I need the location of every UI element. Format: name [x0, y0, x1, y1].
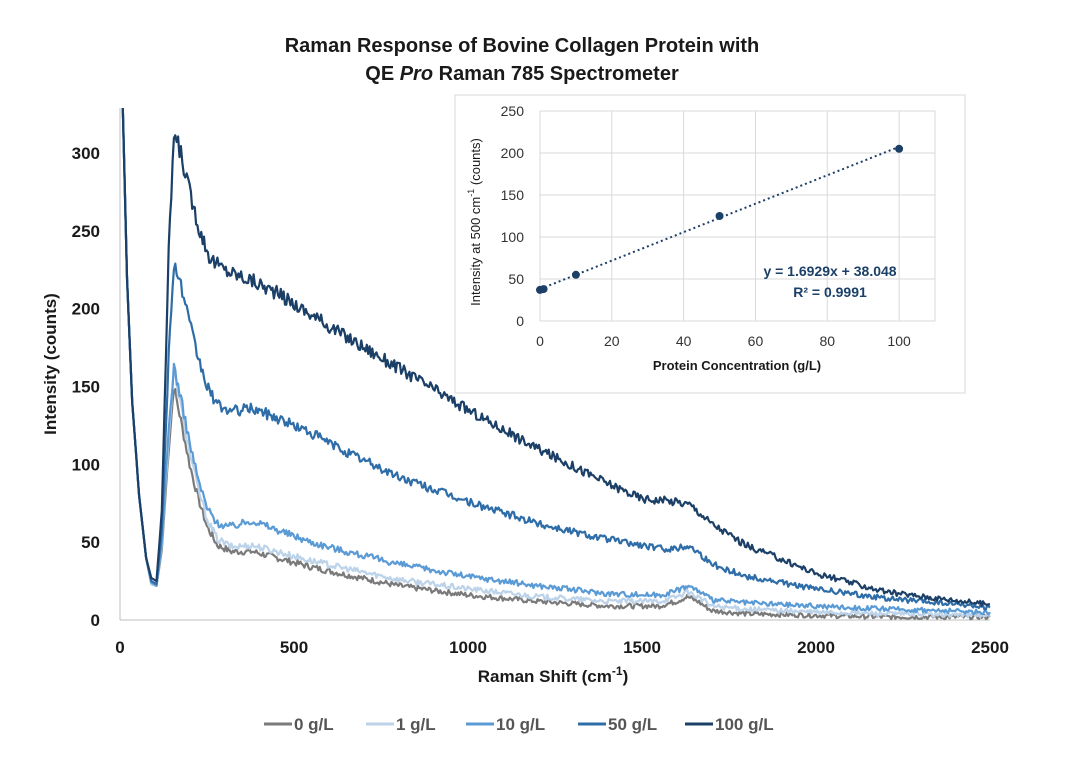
legend-label: 0 g/L: [294, 715, 334, 734]
y-tick-label: 0: [91, 611, 100, 630]
inset-data-point: [895, 144, 904, 153]
title-prefix: QE: [365, 63, 399, 85]
x-tick-label: 1500: [623, 638, 661, 657]
y-tick-label: 200: [72, 300, 100, 319]
inset-y-tick-label: 150: [501, 187, 525, 203]
inset-y-tick-label: 0: [516, 313, 524, 329]
legend-label: 10 g/L: [496, 715, 545, 734]
inset-data-point: [539, 285, 548, 294]
inset-x-tick-labels: 0 20 40 60 80 100: [536, 333, 911, 349]
y-tick-label: 150: [72, 378, 100, 397]
inset-y-tick-label: 250: [501, 103, 525, 119]
inset-y-tick-label: 200: [501, 145, 525, 161]
x-tick-label: 1000: [449, 638, 487, 657]
title-suffix: Raman 785 Spectrometer: [433, 63, 679, 85]
inset-x-tick-label: 100: [887, 333, 911, 349]
chart-title-line-1: Raman Response of Bovine Collagen Protei…: [285, 35, 760, 57]
trendline-equation: y = 1.6929x + 38.048: [763, 263, 896, 279]
inset-x-tick-label: 80: [819, 333, 835, 349]
inset-x-axis-label: Protein Concentration (g/L): [653, 358, 821, 373]
legend-label: 50 g/L: [608, 715, 657, 734]
y-tick-labels: 0 50 100 150 200 250 300: [72, 144, 100, 630]
chart-title-line-2: QE Pro Raman 785 Spectrometer: [365, 63, 679, 85]
inset-x-tick-label: 20: [604, 333, 620, 349]
main-plot-area: 0 500 1000 1500 2000 2500 050100150200250300 …: [41, 107, 1009, 686]
x-tick-label: 0: [115, 638, 124, 657]
inset-data-points: [536, 144, 904, 294]
x-tick-label: 2000: [797, 638, 835, 657]
x-tick-label: 2500: [971, 638, 1009, 657]
inset-data-point: [715, 212, 724, 220]
y-tick-label: 250: [72, 222, 100, 241]
x-tick-labels: 0 500 1000 1500 2000 2500: [115, 638, 1009, 657]
inset-y-tick-label: 100: [501, 229, 525, 245]
inset-y-axis-label: Intensity at 500 cm-1 (counts): [466, 138, 483, 306]
inset-y-tick-label: 50: [508, 271, 524, 287]
y-axis-label: Intensity (counts): [41, 293, 60, 435]
x-tick-label: 500: [280, 638, 308, 657]
series-line-3: [121, 107, 991, 611]
y-tick-label: 100: [72, 455, 100, 474]
legend-label: 100 g/L: [715, 715, 774, 734]
chart-title: Raman Response of Bovine Collagen Protei…: [285, 35, 760, 85]
inset-chart: 0 20 40 60 80 100 0 50 100 150 200 250 y = 1.6929x…: [454, 94, 966, 394]
inset-x-tick-label: 60: [748, 333, 764, 349]
inset-data-point: [571, 270, 580, 279]
inset-trendline: [539, 145, 900, 290]
inset-y-tick-labels: 0 50 100 150 200 250: [501, 103, 525, 329]
title-italic: Pro: [400, 63, 433, 85]
inset-x-tick-label: 0: [536, 333, 544, 349]
y-tick-label: 50: [81, 533, 100, 552]
series-line-1: [121, 107, 991, 619]
y-tick-label: 300: [72, 144, 100, 163]
series-lines: [121, 107, 991, 621]
legend: 0 g/L 1 g/L 10 g/L 50 g/L 100 g/L: [264, 715, 774, 734]
series-line-4: [121, 107, 991, 607]
series-line-0: [121, 107, 991, 621]
inset-x-tick-label: 40: [676, 333, 692, 349]
r-squared-label: R² = 0.9991: [793, 284, 867, 300]
x-axis-label: Raman Shift (cm-1): [478, 664, 628, 686]
legend-label: 1 g/L: [396, 715, 436, 734]
series-line-2: [121, 107, 991, 616]
